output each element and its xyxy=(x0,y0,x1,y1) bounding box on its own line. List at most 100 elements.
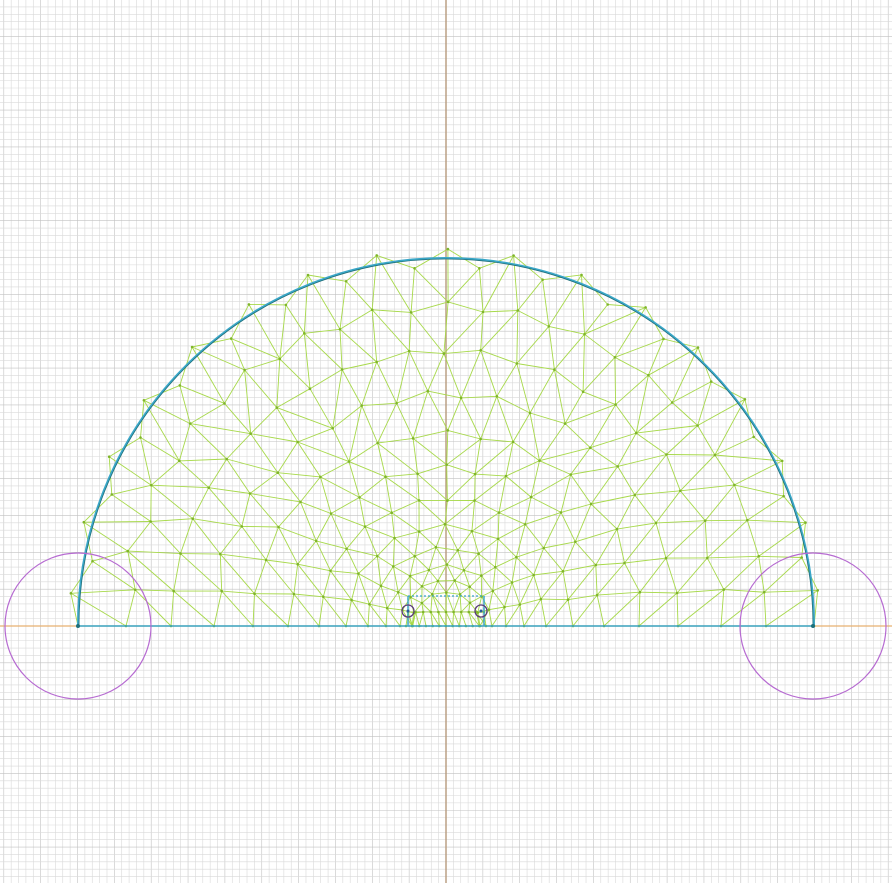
mesh-node xyxy=(532,573,535,577)
mesh-edge xyxy=(624,522,657,564)
mesh-edge xyxy=(226,433,252,460)
mesh-edge xyxy=(614,356,649,376)
mesh-node xyxy=(496,537,500,541)
mesh-edge xyxy=(460,350,482,399)
mesh-node xyxy=(746,518,749,522)
mesh-edge xyxy=(386,591,399,609)
mesh-edge xyxy=(488,606,505,611)
domain-boundary[interactable] xyxy=(77,257,815,627)
mesh-edge xyxy=(539,447,591,462)
mesh-node xyxy=(662,337,665,341)
mesh-edge xyxy=(359,497,366,527)
mesh-edge xyxy=(560,503,592,513)
mesh-node xyxy=(296,440,299,444)
mesh-edge xyxy=(180,553,223,592)
mesh-edge xyxy=(357,573,370,605)
mesh-edge xyxy=(226,458,251,494)
mesh-node xyxy=(780,459,784,463)
mesh-edge xyxy=(244,358,280,371)
mesh-node xyxy=(782,494,785,498)
mesh-edge xyxy=(435,524,446,548)
mesh-node xyxy=(479,437,483,441)
mesh-edge xyxy=(385,608,388,627)
mesh-node xyxy=(299,500,302,504)
mesh-edge xyxy=(665,557,678,594)
mesh-edge xyxy=(179,385,191,424)
mesh-edge xyxy=(83,521,151,523)
mesh-edge xyxy=(421,602,424,613)
mesh-node xyxy=(495,395,499,398)
mesh-edge xyxy=(412,438,419,474)
mesh-node xyxy=(376,441,379,445)
mesh-node xyxy=(563,422,567,425)
mesh-edge xyxy=(497,538,517,558)
mesh-edge xyxy=(458,611,462,627)
mesh-edge xyxy=(304,328,341,334)
mesh-edge xyxy=(414,546,437,557)
mesh-edge xyxy=(529,412,540,461)
mesh-edge xyxy=(415,611,420,627)
mesh-node xyxy=(82,520,86,524)
mesh-edge xyxy=(638,592,678,627)
mesh-edge xyxy=(763,592,767,627)
mesh-edge xyxy=(665,520,706,559)
mesh-edge xyxy=(706,557,725,590)
mesh-edge xyxy=(634,494,657,524)
mesh-edge xyxy=(345,280,373,311)
mesh-edge xyxy=(614,307,646,358)
mesh-node xyxy=(426,389,430,393)
mesh-node xyxy=(800,556,803,559)
mesh-edge xyxy=(765,590,818,627)
mesh-edge xyxy=(435,546,458,551)
mesh-node xyxy=(538,459,541,463)
mesh-edge xyxy=(418,611,424,627)
mesh-edge xyxy=(332,428,350,462)
mesh-edge xyxy=(397,592,403,611)
mesh-edge xyxy=(208,458,228,488)
circle-handle-left-icon[interactable] xyxy=(4,552,152,700)
mesh-node xyxy=(191,517,194,520)
mesh-edge xyxy=(320,476,360,498)
mesh-node xyxy=(733,483,736,487)
mesh-node xyxy=(142,399,146,402)
mesh-edge xyxy=(249,493,279,528)
mesh-edge xyxy=(254,593,289,627)
mesh-edge xyxy=(173,553,181,592)
mesh-edge xyxy=(127,551,136,590)
control-handles[interactable] xyxy=(4,552,887,700)
outer-arc-boundary[interactable] xyxy=(77,257,815,627)
left-anchor-point[interactable] xyxy=(76,624,80,628)
mesh-node xyxy=(229,337,233,340)
mesh-edge xyxy=(408,350,429,392)
mesh-edge xyxy=(697,381,712,426)
mesh-edge xyxy=(478,553,482,576)
mesh-edge xyxy=(733,484,748,521)
mesh-edge xyxy=(516,310,519,364)
mesh-edge xyxy=(564,391,584,424)
mesh-node xyxy=(446,300,450,304)
mesh-edge xyxy=(540,571,564,600)
mesh-node xyxy=(497,511,501,514)
mesh-edge xyxy=(478,538,499,555)
mesh-edge xyxy=(385,476,420,501)
mesh-edge xyxy=(570,447,591,475)
mesh-node xyxy=(350,598,353,602)
mesh-edge xyxy=(655,490,681,524)
mesh-edge xyxy=(150,485,152,522)
hole-marker-left-icon[interactable] xyxy=(401,604,415,618)
right-anchor-point[interactable] xyxy=(811,624,815,628)
mesh-edge xyxy=(339,328,377,363)
mesh-edge xyxy=(392,566,399,593)
mesh-edge xyxy=(385,473,418,478)
mesh-edge xyxy=(519,598,542,606)
mesh-node xyxy=(580,273,583,277)
circle-handle-right-icon[interactable] xyxy=(739,552,887,700)
mesh-node xyxy=(396,590,400,594)
mesh-node xyxy=(696,424,699,427)
mesh-node xyxy=(459,610,463,614)
mesh-edge xyxy=(330,570,352,601)
hole-marker-right-icon[interactable] xyxy=(474,604,488,618)
mesh-edge xyxy=(369,585,382,605)
